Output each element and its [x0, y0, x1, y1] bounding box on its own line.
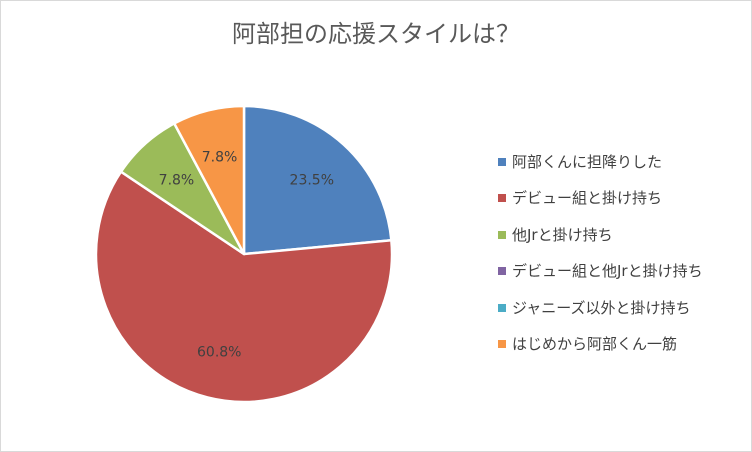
legend-swatch	[498, 267, 506, 276]
legend-swatch	[498, 230, 506, 239]
legend-label: デビュー組と他Jrと掛け持ち	[512, 262, 703, 281]
legend-swatch	[498, 158, 506, 166]
legend-label: ジャニーズ以外と掛け持ち	[512, 298, 691, 317]
legend-label: はじめから阿部くん一筋	[512, 334, 678, 353]
chart-title: 阿部担の応援スタイルは？	[232, 20, 520, 48]
legend-item: デビュー組と他Jrと掛け持ち	[498, 261, 748, 297]
legend-item: デビュー組と掛け持ち	[498, 188, 748, 224]
pie-slice	[242, 104, 393, 256]
legend-swatch	[498, 303, 506, 312]
data-label: 7.8%	[159, 172, 195, 188]
legend-item: はじめから阿部くん一筋	[498, 334, 748, 370]
pie-slice	[94, 170, 394, 404]
legend: 阿部くんに担降りした デビュー組と掛け持ち 他Jrと掛け持ちデビュー組と他Jrと掛け…	[498, 152, 748, 370]
legend-label: 他Jrと掛け持ち	[512, 225, 613, 244]
legend-label: デビュー組と掛け持ち	[512, 189, 663, 208]
pie-slice	[173, 104, 246, 256]
legend-item: 阿部くんに担降りした	[498, 152, 748, 188]
legend-label: 阿部くんに担降りした	[512, 153, 663, 171]
data-label: 7.8%	[202, 149, 238, 165]
data-label: 23.5%	[290, 173, 334, 189]
legend-item: ジャニーズ以外と掛け持ち	[498, 298, 748, 334]
data-label: 60.8%	[197, 345, 241, 361]
legend-swatch	[498, 339, 506, 348]
legend-swatch	[498, 194, 506, 203]
legend-item: 他Jrと掛け持ち	[498, 225, 748, 261]
